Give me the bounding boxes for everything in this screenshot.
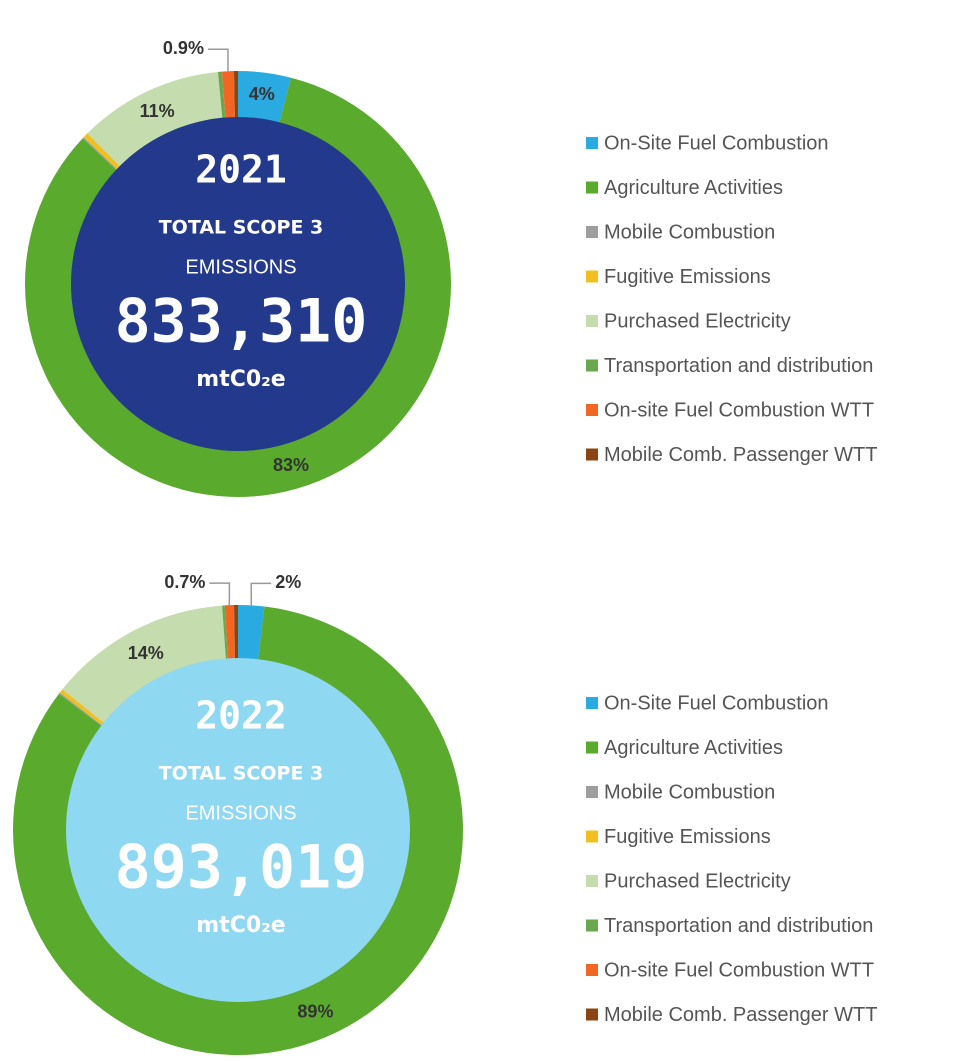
legend-label: Mobile Combustion xyxy=(604,781,775,803)
slice xyxy=(224,605,236,664)
slice xyxy=(238,71,291,128)
legend-label: Fugitive Emissions xyxy=(604,826,771,848)
slice xyxy=(221,71,235,123)
slice xyxy=(234,605,238,664)
value-label: 0.9% xyxy=(163,38,204,58)
center-text: 2022 xyxy=(195,694,287,738)
center-text: TOTAL SCOPE 3 xyxy=(159,217,324,239)
legend-swatch xyxy=(586,875,598,887)
legend-swatch xyxy=(586,137,598,149)
legend-swatch xyxy=(586,181,598,194)
legend-swatch xyxy=(586,359,598,372)
legend-label: Purchased Electricity xyxy=(604,310,791,332)
legend-label: Mobile Comb. Passenger WTT xyxy=(604,444,877,466)
center-text: TOTAL SCOPE 3 xyxy=(159,763,324,785)
center-text: 893,019 xyxy=(115,833,368,903)
legend-swatch xyxy=(586,741,598,754)
legend-swatch xyxy=(586,919,598,932)
value-label: 4% xyxy=(249,84,275,104)
legend-label: Mobile Comb. Passenger WTT xyxy=(604,1004,877,1026)
slice xyxy=(83,133,124,173)
leader-line xyxy=(209,582,231,606)
value-label: 89% xyxy=(297,1002,333,1022)
slice xyxy=(222,605,229,664)
slice xyxy=(238,605,265,665)
slice xyxy=(82,137,121,174)
center-text: mtC0₂e xyxy=(196,367,285,392)
legend-swatch xyxy=(586,448,598,461)
value-label: 0.7% xyxy=(164,572,205,592)
legend-label: Transportation and distribution xyxy=(604,915,873,937)
legend-swatch xyxy=(586,1008,598,1021)
value-label: 2% xyxy=(275,572,301,592)
legend-label: On-site Fuel Combustion WTT xyxy=(604,399,874,421)
legend-label: Purchased Electricity xyxy=(604,870,791,892)
legend-swatch xyxy=(586,404,598,416)
center-text: mtC0₂e xyxy=(196,913,285,938)
legend-swatch xyxy=(586,964,598,976)
center-text: EMISSIONS xyxy=(185,256,296,278)
slice xyxy=(59,689,108,728)
leader-line xyxy=(250,582,272,606)
slice xyxy=(217,71,226,123)
legend-swatch xyxy=(586,697,598,709)
legend-swatch xyxy=(586,226,598,238)
legend-label: Fugitive Emissions xyxy=(604,266,771,288)
slice xyxy=(233,71,238,123)
legend-label: Agriculture Activities xyxy=(604,177,783,199)
legend-label: On-site Fuel Combustion WTT xyxy=(604,959,874,981)
slice xyxy=(87,71,223,170)
slice xyxy=(62,605,227,726)
legend-label: On-Site Fuel Combustion xyxy=(604,132,829,154)
leader-line xyxy=(207,48,229,72)
legend-label: Mobile Combustion xyxy=(604,221,775,243)
legend-swatch xyxy=(586,830,598,843)
value-label: 83% xyxy=(273,455,309,475)
legend-label: On-Site Fuel Combustion xyxy=(604,692,829,714)
legend-label: Agriculture Activities xyxy=(604,737,783,759)
slice xyxy=(59,692,106,729)
center-disc xyxy=(66,658,410,1002)
legend-swatch xyxy=(586,315,598,327)
value-label: 11% xyxy=(140,101,175,121)
center-text: 833,310 xyxy=(115,287,368,357)
center-text: 2021 xyxy=(195,148,287,192)
value-label: 14% xyxy=(128,643,164,663)
center-text: EMISSIONS xyxy=(185,802,296,824)
center-disc xyxy=(71,117,405,451)
legend-swatch xyxy=(586,270,598,283)
legend-label: Transportation and distribution xyxy=(604,355,873,377)
legend-swatch xyxy=(586,786,598,798)
